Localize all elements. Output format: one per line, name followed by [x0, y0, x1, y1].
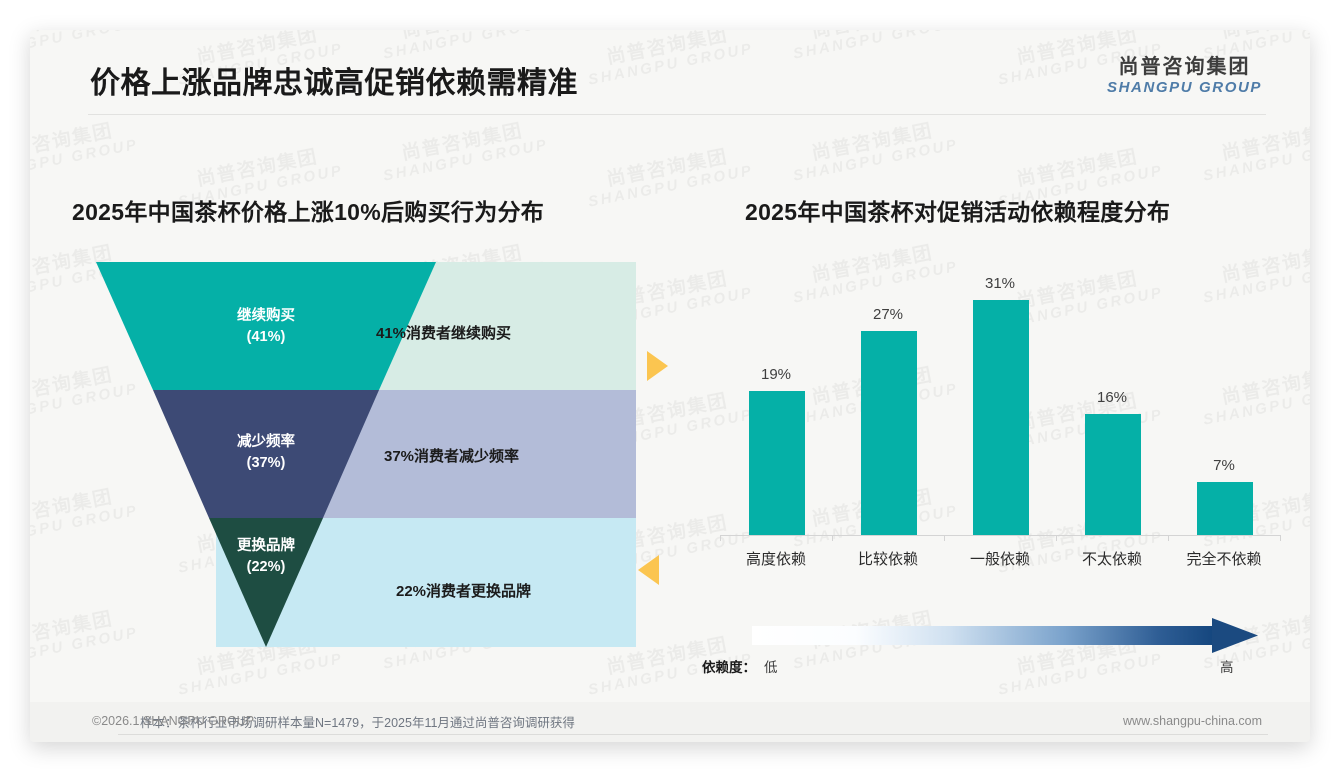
axis-tick — [720, 535, 721, 541]
legend-high-label: 高 — [1220, 660, 1234, 675]
category-label-4: 完全不依赖 — [1186, 551, 1262, 568]
bar-column: 16% — [1062, 270, 1162, 535]
bar-value-label-1: 27% — [872, 306, 904, 323]
funnel-segment-0 — [96, 262, 436, 390]
axis-tick — [944, 535, 945, 541]
bar-2 — [973, 300, 1029, 535]
right-chart-title: 2025年中国茶杯对促销活动依赖程度分布 — [745, 199, 1171, 225]
copyright-text: ©2026.1 SHANGPU GROUP — [92, 714, 255, 728]
funnel-segment-value-0: (41%) — [246, 329, 286, 346]
slide-header: 价格上涨品牌忠诚高促销依赖需精准 尚普咨询集团 SHANGPU GROUP — [30, 30, 1310, 122]
funnel-segment-1 — [153, 390, 379, 518]
funnel-segment-label-1: 减少频率 (37%) — [186, 432, 346, 474]
funnel-callout-1: 37%消费者减少频率 — [384, 448, 520, 465]
bar-value-label-4: 7% — [1213, 457, 1235, 474]
x-axis-line — [720, 535, 1280, 536]
website-link[interactable]: www.shangpu-china.com — [1123, 714, 1262, 728]
brand-logo: 尚普咨询集团 SHANGPU GROUP — [1107, 56, 1262, 97]
dependency-bar-chart: 19% 27% 31% 16% 7% 高度依赖 比较依赖 一般依赖 不太依赖 完全不依赖 — [720, 270, 1281, 600]
triangle-right-icon — [647, 351, 668, 381]
category-label-3: 不太依赖 — [1081, 551, 1142, 568]
axis-tick — [1056, 535, 1057, 541]
category-label-1: 比较依赖 — [857, 551, 918, 568]
legend-title: 依赖度： — [702, 660, 756, 675]
triangle-left-icon — [638, 555, 659, 585]
bar-value-label-0: 19% — [760, 366, 792, 383]
brand-logo-en: SHANGPU GROUP — [1107, 79, 1262, 96]
left-chart-title: 2025年中国茶杯价格上涨10%后购买行为分布 — [72, 199, 545, 225]
brand-logo-cn: 尚普咨询集团 — [1118, 56, 1251, 78]
funnel-segment-name-2: 更换品牌 — [237, 538, 295, 554]
axis-tick — [1168, 535, 1169, 541]
bar-column: 7% — [1174, 270, 1274, 535]
funnel-segment-value-1: (37%) — [246, 455, 286, 472]
funnel-callout-0: 41%消费者继续购买 — [376, 325, 512, 342]
footer-band — [30, 702, 1310, 742]
funnel-segment-label-0: 继续购买 (41%) — [186, 306, 346, 348]
category-label-0: 高度依赖 — [745, 551, 806, 568]
funnel-segment-2 — [209, 518, 323, 647]
funnel-chart: 继续购买 (41%) 减少频率 (37%) 更换品牌 (22%) 41%消费者继… — [96, 262, 668, 647]
footer-divider — [118, 734, 1268, 735]
header-divider — [88, 114, 1266, 115]
bar-plot-area: 19% 27% 31% 16% 7% — [720, 270, 1280, 535]
funnel-segment-name-1: 减少频率 — [237, 434, 295, 450]
bar-value-label-2: 31% — [984, 275, 1016, 292]
funnel-segment-name-0: 继续购买 — [237, 308, 295, 324]
category-label-2: 一般依赖 — [969, 551, 1030, 568]
axis-tick — [832, 535, 833, 541]
funnel-segment-label-2: 更换品牌 (22%) — [186, 536, 346, 578]
page-title: 价格上涨品牌忠诚高促销依赖需精准 — [90, 67, 578, 100]
gradient-arrow-icon — [752, 618, 1258, 653]
funnel-segment-value-2: (22%) — [246, 559, 286, 576]
bar-3 — [1085, 414, 1141, 535]
bar-column: 31% — [950, 270, 1050, 535]
bar-column: 27% — [838, 270, 938, 535]
funnel-callout-2: 22%消费者更换品牌 — [396, 583, 532, 600]
bar-value-label-3: 16% — [1096, 389, 1128, 406]
bar-column: 19% — [726, 270, 826, 535]
sample-note: 样本：茶杯行业市场调研样本量N=1479，于2025年11月通过尚普咨询调研获得 — [140, 716, 575, 730]
legend-low-label: 低 — [764, 660, 778, 675]
bar-1 — [861, 331, 917, 535]
dependency-gradient-legend: 依赖度： 低 高 — [702, 618, 1272, 688]
bar-0 — [749, 391, 805, 535]
funnel-graphic — [96, 262, 636, 647]
axis-tick — [1280, 535, 1281, 541]
bar-4 — [1197, 482, 1253, 535]
